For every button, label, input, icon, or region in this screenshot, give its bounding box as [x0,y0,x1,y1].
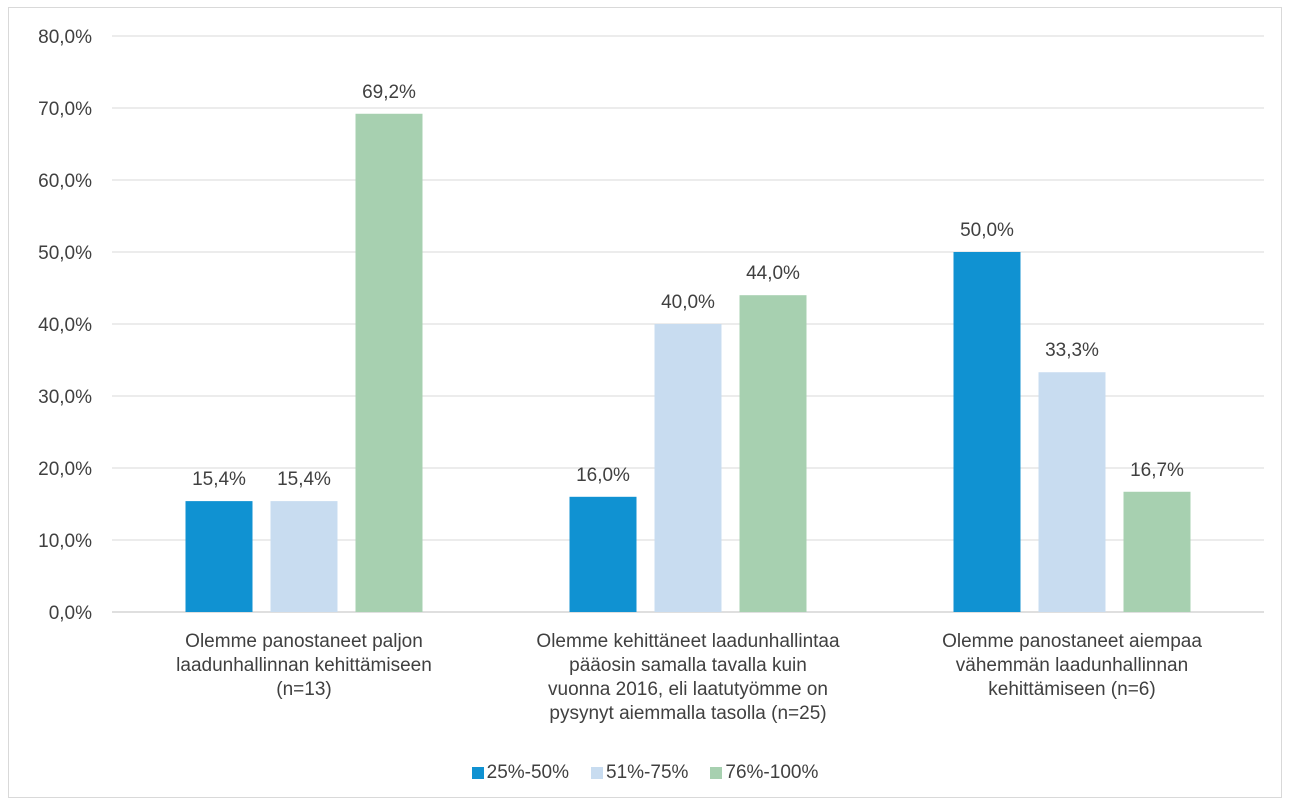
category-label: laadunhallinnan kehittämiseen [176,655,432,676]
bar [569,496,637,612]
bar [270,501,338,612]
legend-item-series-2: 51%-75% [591,762,688,784]
legend: 25%-50% 51%-75% 76%-100% [0,760,1290,786]
category-label: pysynyt aiemmalla tasolla (n=25) [549,703,826,724]
y-tick-label: 10,0% [38,531,92,552]
y-tick-label: 80,0% [38,27,92,48]
data-label: 15,4% [192,469,246,490]
data-label: 40,0% [661,292,715,313]
bar [355,113,423,612]
bar [654,324,722,612]
data-label: 15,4% [277,469,331,490]
data-label: 33,3% [1045,340,1099,361]
bar [185,501,253,612]
category-label: kehittämiseen (n=6) [988,679,1155,700]
y-tick-label: 60,0% [38,171,92,192]
bar [1038,372,1106,612]
y-tick-label: 30,0% [38,387,92,408]
legend-item-series-1: 25%-50% [471,762,570,784]
y-tick-label: 40,0% [38,315,92,336]
y-tick-label: 20,0% [38,459,92,480]
category-label: vähemmän laadunhallinnan [956,655,1188,676]
category-label: vuonna 2016, eli laatutyömme on [548,679,828,700]
y-tick-label: 70,0% [38,99,92,120]
legend-swatch-series-3 [710,767,723,779]
category-label: Olemme panostaneet paljon [185,631,423,652]
legend-item-series-3: 76%-100% [710,762,818,784]
bar [953,252,1021,612]
y-tick-label: 0,0% [49,603,92,624]
legend-label-series-2: 51%-75% [606,762,689,783]
category-label: pääosin samalla tavalla kuin [569,655,807,676]
category-label: (n=13) [276,679,331,700]
y-tick-label: 50,0% [38,243,92,264]
data-label: 50,0% [960,220,1014,241]
category-label: Olemme kehittäneet laadunhallintaa [536,631,840,652]
legend-label-series-1: 25%-50% [486,762,570,783]
data-label: 69,2% [362,82,416,103]
category-label: Olemme panostaneet aiempaa [942,631,1202,652]
legend-swatch-series-1 [471,767,484,779]
legend-swatch-series-2 [591,767,604,779]
data-label: 16,7% [1130,460,1184,481]
bar [1123,491,1191,612]
data-label: 16,0% [576,465,630,486]
data-label: 44,0% [746,263,800,284]
bar [739,295,807,612]
legend-label-series-3: 76%-100% [725,762,819,783]
